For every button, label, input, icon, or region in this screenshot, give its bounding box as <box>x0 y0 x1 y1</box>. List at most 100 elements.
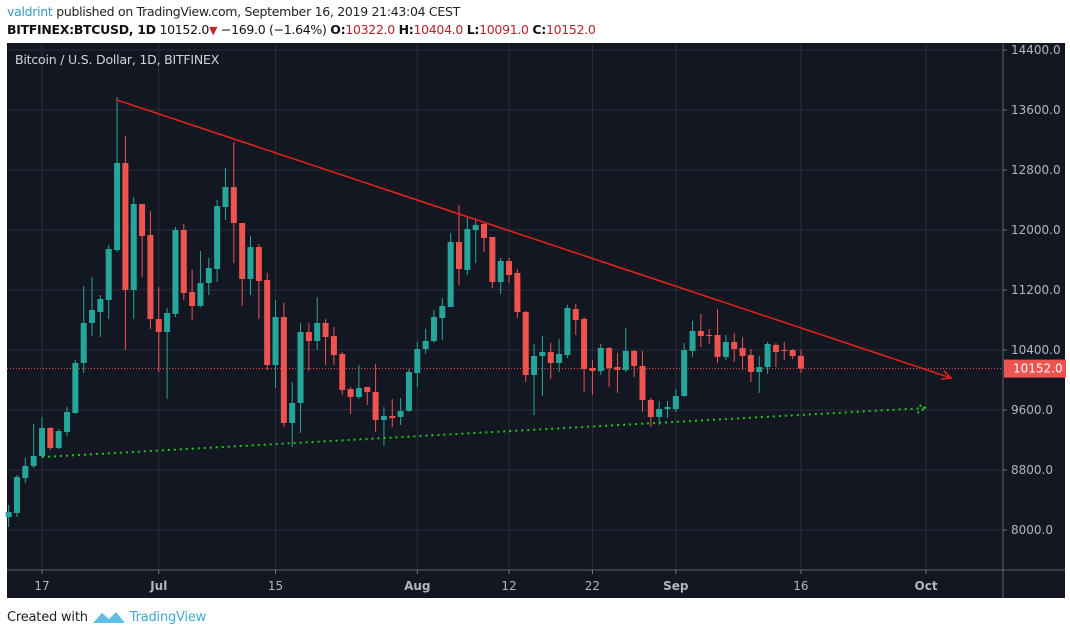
x-tick-label: Aug <box>404 579 430 593</box>
candle <box>464 218 471 275</box>
close-value: 10152.0 <box>545 22 596 37</box>
candle-body <box>731 341 738 350</box>
candle-body <box>389 416 396 419</box>
created-with-text: Created with <box>7 609 88 625</box>
x-tick-label: 16 <box>793 579 808 593</box>
low-value: 10091.0 <box>479 22 529 37</box>
candle <box>514 269 521 318</box>
candle <box>681 343 688 398</box>
y-tick-label: 9600.0 <box>1011 403 1053 417</box>
candle-body <box>664 407 671 410</box>
candle <box>197 251 204 308</box>
candle <box>180 224 187 300</box>
candle-body <box>539 352 546 356</box>
x-tick-label: 17 <box>34 579 49 593</box>
candle-body <box>22 466 29 479</box>
y-tick-label: 8800.0 <box>1011 463 1053 477</box>
candle <box>114 97 121 252</box>
candle <box>497 257 504 294</box>
candle <box>147 211 154 329</box>
candle-body <box>697 331 704 336</box>
candle <box>489 236 496 288</box>
y-tick-label: 14400.0 <box>1011 43 1061 57</box>
candle-body <box>689 331 696 351</box>
candle-body <box>247 247 254 279</box>
triangle-down-icon: ▼ <box>209 24 218 37</box>
candle-body <box>572 308 579 320</box>
candle-body <box>547 352 554 363</box>
candle <box>789 349 796 359</box>
candle <box>172 227 179 317</box>
candle <box>205 257 212 296</box>
candle <box>597 344 604 375</box>
candle-body <box>714 335 721 357</box>
candle-body <box>105 248 112 300</box>
candle <box>39 416 45 458</box>
candle <box>122 136 129 350</box>
chart-pane[interactable] <box>7 43 1065 598</box>
candle <box>481 221 488 252</box>
candle-body <box>589 368 596 371</box>
candle-body <box>489 236 496 282</box>
candle <box>355 365 362 399</box>
candle-body <box>497 260 504 282</box>
candle-body <box>422 341 429 350</box>
candle-body <box>472 224 479 230</box>
candle-body <box>639 365 646 401</box>
candle-body <box>197 283 204 306</box>
candle <box>5 505 12 527</box>
candle-body <box>597 347 604 371</box>
candle-body <box>314 323 321 341</box>
candle <box>264 272 271 371</box>
author-link[interactable]: valdrint <box>7 4 53 19</box>
candle <box>506 257 513 284</box>
candle-body <box>380 416 387 420</box>
candle <box>164 308 171 399</box>
candle <box>372 364 379 432</box>
candle <box>472 218 479 263</box>
candle-body <box>89 310 96 323</box>
candle-body <box>364 386 371 392</box>
candle <box>706 329 713 344</box>
candle <box>139 203 146 278</box>
open-label: O: <box>330 22 346 37</box>
candle <box>639 350 646 413</box>
tradingview-logo-icon <box>92 612 125 623</box>
candle-body <box>631 350 638 366</box>
candle-body <box>739 347 746 356</box>
candle-body <box>656 409 663 417</box>
candle-body <box>230 187 237 224</box>
candle <box>714 308 721 363</box>
candle-body <box>122 163 129 290</box>
candle <box>430 310 437 344</box>
candle <box>330 326 337 365</box>
candle <box>722 335 729 360</box>
candle-body <box>305 332 312 341</box>
candle-body <box>80 323 87 363</box>
candle-body <box>764 344 771 368</box>
candle <box>797 349 804 374</box>
candle-body <box>430 317 437 341</box>
candle-body <box>47 428 54 449</box>
candle <box>389 398 396 428</box>
candle <box>622 328 629 372</box>
candle-body <box>189 292 196 306</box>
candle <box>764 341 771 374</box>
publish-info: valdrint published on TradingView.com, S… <box>7 4 460 19</box>
candle <box>572 304 579 335</box>
tradingview-link[interactable]: TradingView <box>129 609 207 625</box>
candle-body <box>114 163 121 251</box>
candle-body <box>464 229 471 270</box>
candle-body <box>797 355 804 369</box>
candle-body <box>55 431 62 449</box>
candle <box>280 302 287 428</box>
candle-body <box>214 206 221 269</box>
candle <box>781 341 788 360</box>
candle <box>64 407 71 437</box>
candle <box>647 398 654 428</box>
candle-body <box>372 392 379 420</box>
candle <box>130 197 137 320</box>
candle-body <box>756 367 763 372</box>
candle-body <box>531 356 538 375</box>
